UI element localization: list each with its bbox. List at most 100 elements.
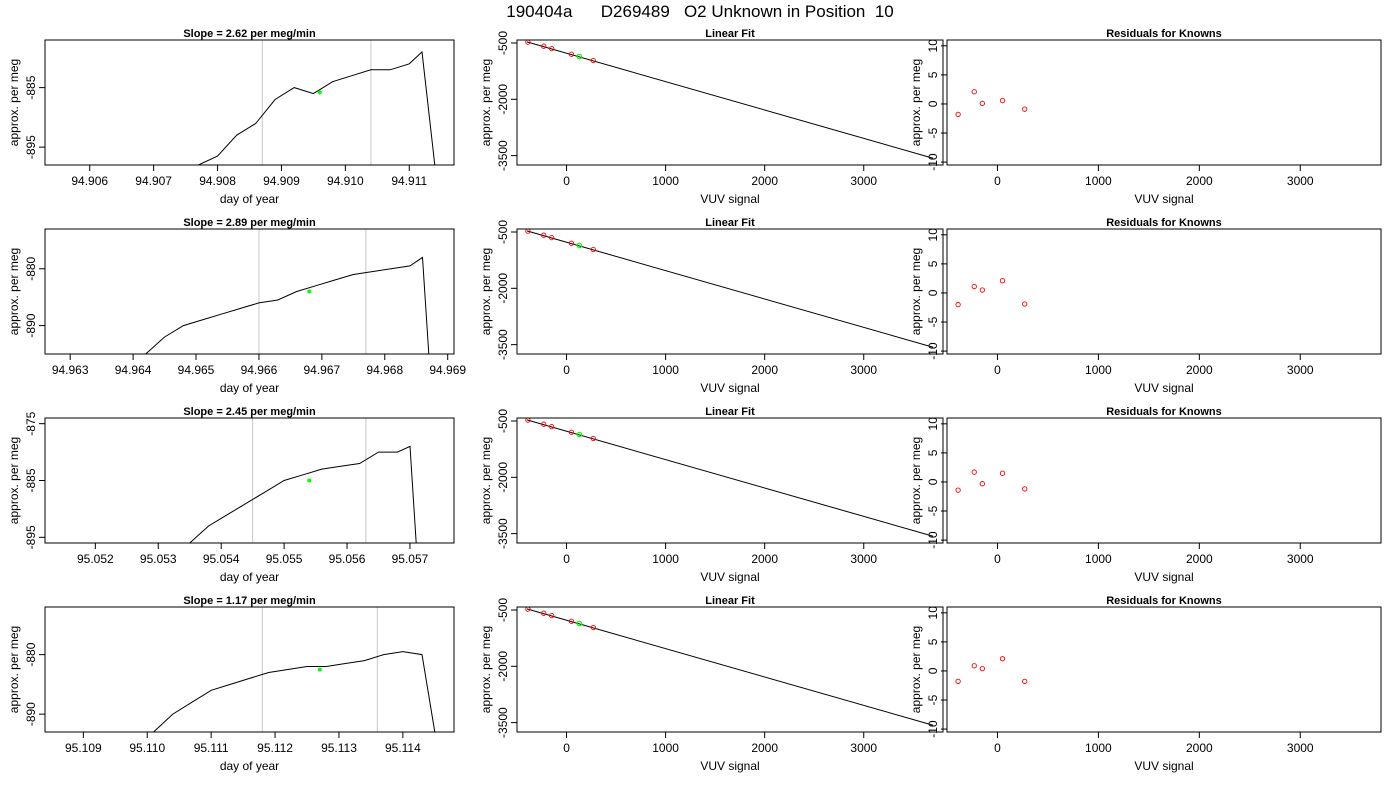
known-point	[979, 287, 985, 293]
y-tick-label: -5	[926, 505, 940, 516]
y-tick-label: -10	[926, 342, 940, 360]
known-point	[525, 40, 531, 45]
y-axis-label: approx. per meg	[479, 437, 493, 524]
plot-frame	[516, 606, 944, 733]
x-tick-label: 1000	[652, 741, 679, 755]
y-axis-label: approx. per meg	[479, 626, 493, 713]
y-tick-label: 0	[926, 667, 940, 674]
plot-frame	[946, 417, 1382, 544]
x-tick-label: 1000	[652, 552, 679, 566]
unknown-point	[576, 431, 583, 438]
x-tick-label: 94.963	[52, 363, 89, 377]
x-tick-label: 94.911	[391, 174, 427, 188]
x-tick-label: 0	[563, 741, 570, 755]
known-point	[1022, 301, 1028, 307]
y-tick-label: 0	[926, 478, 940, 485]
known-point	[999, 97, 1006, 104]
y-tick-label: -880	[24, 642, 38, 666]
known-point	[549, 234, 555, 241]
plot-data	[955, 89, 1028, 118]
y-tick-label: -500	[496, 598, 510, 622]
known-point	[979, 665, 985, 672]
plot-data	[525, 418, 934, 537]
plot-frame	[946, 39, 1382, 166]
unknown-mean-point	[317, 90, 322, 95]
plot-data	[955, 656, 1028, 685]
y-tick-label: 10	[926, 417, 940, 431]
x-tick-label: 2000	[1186, 363, 1213, 377]
y-tick-label: -890	[24, 702, 38, 726]
time-series-line	[153, 651, 436, 732]
x-tick-label: 0	[994, 363, 1001, 377]
x-tick-label: 95.109	[65, 741, 102, 755]
known-point	[971, 663, 977, 669]
y-tick-label: -885	[24, 75, 38, 99]
known-point	[955, 111, 961, 118]
y-tick-label: 5	[926, 638, 940, 645]
x-axis-label: VUV signal	[700, 381, 759, 395]
y-tick-label: -2000	[496, 273, 510, 304]
x-tick-label: 3000	[850, 552, 877, 566]
x-tick-label: 0	[994, 552, 1001, 566]
known-point	[999, 470, 1006, 476]
y-tick-label: -10	[926, 153, 940, 171]
known-point	[541, 421, 547, 427]
plot-panel: Residuals for Knowns VUV signal approx. pe…	[909, 406, 1382, 584]
x-tick-label: 94.909	[263, 174, 300, 188]
x-tick-label: 2000	[751, 363, 778, 377]
x-tick-label: 95.114	[385, 741, 421, 755]
known-point	[525, 607, 531, 612]
plot-data	[955, 278, 1028, 308]
x-tick-label: 2000	[1186, 174, 1213, 188]
x-axis-label: day of year	[220, 192, 279, 206]
y-tick-label: 0	[926, 289, 940, 296]
x-tick-label: 3000	[1287, 741, 1314, 755]
x-tick-label: 94.908	[199, 174, 236, 188]
x-tick-label: 0	[563, 552, 570, 566]
panel-title: Slope = 2.45 per meg/min	[183, 406, 316, 418]
main-title: 190404a D269489 O2 Unknown in Position 1…	[506, 2, 894, 21]
x-axis-label: VUV signal	[1134, 570, 1193, 584]
x-tick-label: 95.054	[203, 552, 240, 566]
known-point	[955, 301, 961, 308]
plot-frame	[516, 228, 944, 355]
y-tick-label: 10	[926, 39, 940, 53]
known-point	[955, 487, 961, 493]
x-tick-label: 3000	[850, 174, 877, 188]
unknown-mean-point	[307, 478, 312, 483]
y-tick-label: -5	[926, 316, 940, 327]
y-tick-label: -890	[24, 313, 38, 337]
y-tick-label: -2000	[496, 651, 510, 682]
panel-title: Linear Fit	[705, 217, 755, 229]
unknown-mean-point	[317, 667, 322, 672]
x-axis-label: day of year	[220, 759, 279, 773]
x-tick-label: 95.056	[329, 552, 366, 566]
fit-line	[526, 230, 934, 348]
x-tick-label: 3000	[1287, 174, 1314, 188]
fit-line	[526, 608, 934, 726]
plot-data	[525, 607, 934, 726]
known-point	[568, 240, 575, 246]
x-tick-label: 95.112	[257, 741, 293, 755]
x-tick-label: 0	[563, 363, 570, 377]
x-axis-label: VUV signal	[1134, 381, 1193, 395]
plot-data	[153, 607, 436, 732]
y-tick-label: -885	[24, 468, 38, 492]
known-point	[541, 232, 547, 238]
x-tick-label: 95.053	[140, 552, 177, 566]
x-tick-label: 0	[994, 174, 1001, 188]
y-tick-label: 10	[926, 606, 940, 620]
fit-line	[526, 419, 934, 537]
y-tick-label: -10	[926, 531, 940, 549]
y-tick-label: 5	[926, 260, 940, 267]
y-axis-label: approx. per meg	[479, 59, 493, 146]
x-tick-label: 94.906	[71, 174, 108, 188]
known-point	[568, 618, 575, 624]
y-tick-label: -500	[496, 409, 510, 433]
y-tick-label: -3500	[496, 140, 510, 171]
plot-data	[955, 469, 1028, 493]
known-point	[1022, 106, 1028, 112]
y-tick-label: -3500	[496, 518, 510, 549]
known-point	[568, 51, 575, 57]
known-point	[971, 283, 977, 290]
